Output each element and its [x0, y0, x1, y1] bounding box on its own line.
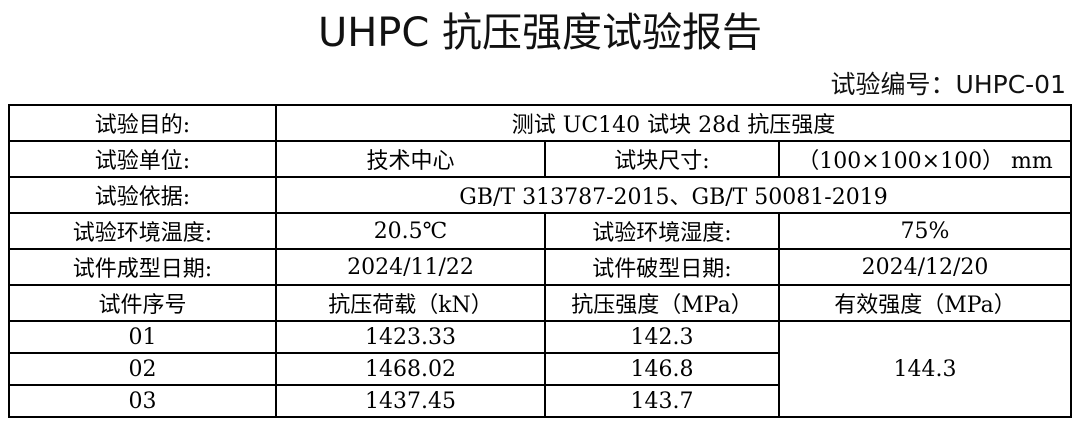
block-size-value-cell: （100×100×100） mm [778, 140, 1072, 178]
row-basis: 试验依据: GB/T 313787-2015、GB/T 50081-2019 [8, 176, 1072, 214]
unit-label-cell: 试验单位: [8, 140, 277, 178]
header-compressive-load: 抗压荷载（kN） [275, 284, 546, 322]
header-effective-strength: 有效强度（MPa） [778, 284, 1072, 322]
page-title: UHPC 抗压强度试验报告 [317, 10, 763, 56]
temperature-value-cell: 20.5℃ [275, 212, 546, 250]
header-compressive-strength: 抗压强度（MPa） [544, 284, 780, 322]
specimen-no-cell: 02 [8, 352, 277, 386]
breaking-date-value-cell: 2024/12/20 [778, 248, 1072, 286]
specimen-strength-cell: 142.3 [544, 320, 780, 354]
specimen-load-cell: 1423.33 [275, 320, 546, 354]
specimen-no-cell: 03 [8, 384, 277, 418]
test-report-table: 试验目的: 测试 UC140 试块 28d 抗压强度 试验单位: 技术中心 试块… [8, 104, 1072, 418]
purpose-value-cell: 测试 UC140 试块 28d 抗压强度 [275, 104, 1072, 142]
basis-value-cell: GB/T 313787-2015、GB/T 50081-2019 [275, 176, 1072, 214]
basis-label-cell: 试验依据: [8, 176, 277, 214]
specimen-strength-cell: 146.8 [544, 352, 780, 386]
row-dates: 试件成型日期: 2024/11/22 试件破型日期: 2024/12/20 [8, 248, 1072, 286]
unit-value-cell: 技术中心 [275, 140, 546, 178]
row-unit-size: 试验单位: 技术中心 试块尺寸: （100×100×100） mm [8, 140, 1072, 178]
humidity-label-cell: 试验环境湿度: [544, 212, 780, 250]
specimen-no-cell: 01 [8, 320, 277, 354]
report-number-label: 试验编号： [830, 70, 956, 99]
specimen-strength-cell: 143.7 [544, 384, 780, 418]
specimen-load-cell: 1437.45 [275, 384, 546, 418]
report-number-value: UHPC-01 [955, 70, 1066, 99]
molding-date-label-cell: 试件成型日期: [8, 248, 277, 286]
block-size-label-cell: 试块尺寸: [544, 140, 780, 178]
table-row-specimen-02: 02 1468.02 146.8 [8, 352, 1071, 386]
table-row-specimen-03: 03 1437.45 143.7 [8, 384, 1071, 418]
temperature-label-cell: 试验环境温度: [8, 212, 277, 250]
breaking-date-label-cell: 试件破型日期: [544, 248, 780, 286]
table-row-specimen-01: 01 1423.33 142.3 144.3 [8, 320, 1072, 418]
report-number-line: 试验编号：UHPC-01 [0, 70, 1066, 100]
test-report-document: UHPC 抗压强度试验报告 试验编号：UHPC-01 试验目的: 测试 UC14… [0, 10, 1080, 418]
specimen-load-cell: 1468.02 [275, 352, 546, 386]
header-specimen-no: 试件序号 [8, 284, 277, 322]
row-environment: 试验环境温度: 20.5℃ 试验环境湿度: 75% [8, 212, 1072, 250]
molding-date-value-cell: 2024/11/22 [275, 248, 546, 286]
humidity-value-cell: 75% [778, 212, 1072, 250]
purpose-label-cell: 试验目的: [8, 104, 277, 142]
effective-strength-value-cell: 144.3 [778, 320, 1072, 418]
row-results-header: 试件序号 抗压荷载（kN） 抗压强度（MPa） 有效强度（MPa） [8, 284, 1072, 322]
row-purpose: 试验目的: 测试 UC140 试块 28d 抗压强度 [8, 104, 1072, 142]
